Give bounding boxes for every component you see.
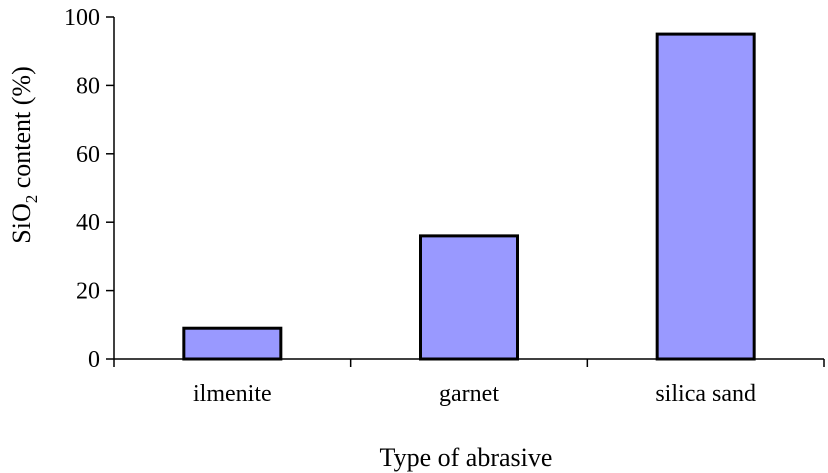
y-tick-label: 80 xyxy=(76,73,100,99)
x-axis-title: Type of abrasive xyxy=(380,443,553,472)
bars xyxy=(182,32,756,361)
bar-ilmenite xyxy=(182,326,283,361)
y-tick-label: 100 xyxy=(64,5,100,31)
x-tick-label: ilmenite xyxy=(193,381,272,407)
bar-silica-sand xyxy=(655,32,756,361)
y-tick-label: 0 xyxy=(88,347,100,373)
x-tick-label: silica sand xyxy=(655,381,756,407)
bar-garnet xyxy=(419,234,519,361)
y-tick-label: 60 xyxy=(76,142,100,168)
y-axis-ticks xyxy=(106,16,114,360)
x-axis-ticks xyxy=(113,359,825,367)
y-tick-labels: 0 20 40 60 80 100 xyxy=(64,5,100,373)
x-tick-labels: ilmenite garnet silica sand xyxy=(193,381,756,407)
y-tick-label: 20 xyxy=(76,279,100,305)
x-tick-label: garnet xyxy=(439,381,499,407)
y-tick-label: 40 xyxy=(76,210,100,236)
y-axis-title: SiO2 content (%) xyxy=(7,66,41,243)
